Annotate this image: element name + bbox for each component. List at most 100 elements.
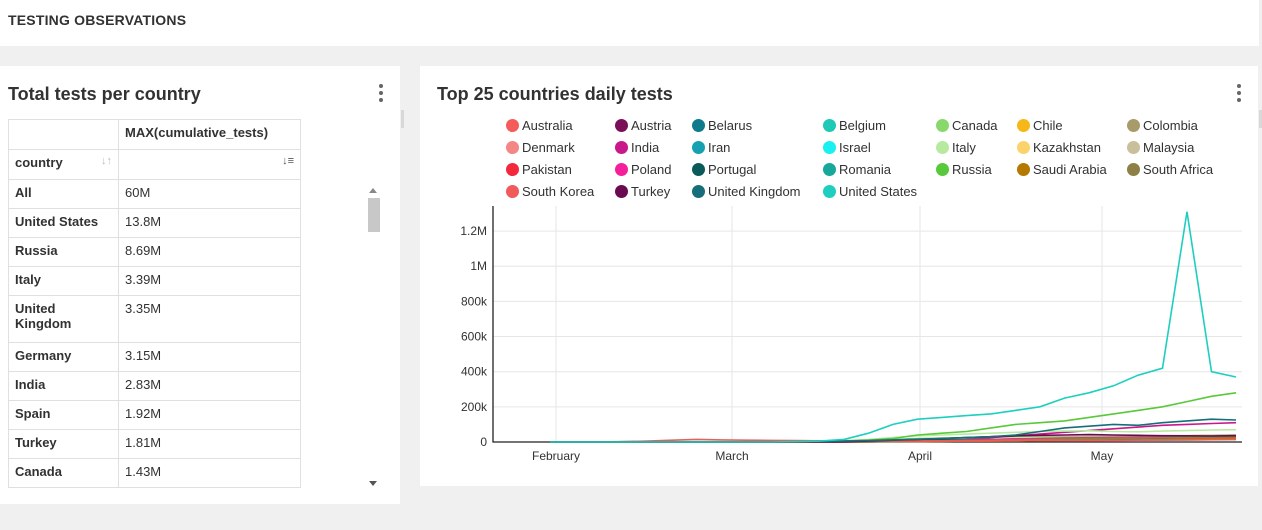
legend-swatch — [506, 163, 519, 176]
legend-item[interactable]: United States — [823, 184, 917, 204]
legend-item[interactable]: South Korea — [506, 184, 594, 204]
legend-label: Italy — [952, 140, 976, 155]
panel-title-total-tests: Total tests per country — [8, 84, 201, 104]
legend-swatch — [506, 119, 519, 132]
legend-item[interactable]: Turkey — [615, 184, 670, 204]
legend-item[interactable]: Kazakhstan — [1017, 140, 1101, 160]
legend-label: Israel — [839, 140, 871, 155]
legend-swatch — [506, 141, 519, 154]
legend-label: United Kingdom — [708, 184, 801, 199]
resize-handle[interactable] — [401, 110, 404, 128]
empty-header-cell — [8, 119, 119, 150]
total-tests-panel: Total tests per country MAX(cumulative_t… — [0, 66, 400, 504]
dashboard-title: TESTING OBSERVATIONS — [8, 12, 187, 28]
legend-label: South Korea — [522, 184, 595, 199]
legend-item[interactable]: Russia — [936, 162, 992, 182]
table-scrollbar[interactable] — [367, 184, 381, 494]
legend-swatch — [1017, 163, 1030, 176]
legend-label: Pakistan — [522, 162, 572, 177]
legend-label: South Africa — [1143, 162, 1214, 177]
country-header[interactable]: country ↓↑ — [8, 149, 119, 180]
legend-label: Russia — [952, 162, 992, 177]
table-row: Germany 3.15M — [8, 342, 301, 372]
value-cell: 60M — [118, 179, 301, 209]
legend-item[interactable]: Colombia — [1127, 118, 1198, 138]
country-cell: Spain — [8, 400, 119, 430]
legend-item[interactable]: Belarus — [692, 118, 752, 138]
legend-item[interactable]: United Kingdom — [692, 184, 801, 204]
table-row: United Kingdom 3.35M — [8, 295, 301, 343]
legend-swatch — [1127, 119, 1140, 132]
legend-label: Malaysia — [1143, 140, 1195, 155]
scroll-thumb[interactable] — [368, 198, 380, 232]
legend-item[interactable]: Italy — [936, 140, 976, 160]
legend-item[interactable]: Chile — [1017, 118, 1063, 138]
sort-desc-icon[interactable]: ↓≡ — [282, 155, 294, 167]
resize-handle[interactable] — [1259, 110, 1262, 128]
legend-item[interactable]: Belgium — [823, 118, 886, 138]
legend-item[interactable]: Malaysia — [1127, 140, 1194, 160]
legend-label: Poland — [631, 162, 672, 177]
table-row: United States 13.8M — [8, 208, 301, 238]
legend-item[interactable]: Denmark — [506, 140, 575, 160]
legend-label: India — [631, 140, 660, 155]
country-cell: Germany — [8, 342, 119, 372]
country-cell: United States — [8, 208, 119, 238]
legend-swatch — [823, 185, 836, 198]
kebab-menu-icon[interactable] — [1235, 84, 1243, 104]
table-body: All 60M United States 13.8M Russia 8.69M Italy… — [8, 179, 301, 488]
legend-swatch — [692, 119, 705, 132]
chart-axes — [492, 206, 1242, 443]
legend-swatch — [823, 163, 836, 176]
scroll-down-icon[interactable] — [369, 481, 377, 486]
legend-swatch — [1127, 163, 1140, 176]
table-row: Russia 8.69M — [8, 237, 301, 267]
sort-icon[interactable]: ↓↑ — [101, 155, 112, 167]
legend-label: Austria — [631, 118, 672, 133]
kebab-menu-icon[interactable] — [377, 84, 385, 104]
legend-item[interactable]: Saudi Arabia — [1017, 162, 1107, 182]
country-cell: Russia — [8, 237, 119, 267]
series-line[interactable] — [550, 211, 1237, 443]
table-row: India 2.83M — [8, 371, 301, 401]
legend-item[interactable]: Austria — [615, 118, 671, 138]
legend-item[interactable]: Portugal — [692, 162, 756, 182]
y-tick-label: 200k — [461, 400, 488, 414]
legend-item[interactable]: Israel — [823, 140, 871, 160]
y-tick-label: 600k — [461, 330, 488, 344]
legend-item[interactable]: Iran — [692, 140, 730, 160]
x-tick-label: March — [715, 449, 748, 463]
value-cell: 8.69M — [118, 237, 301, 267]
legend-swatch — [615, 185, 628, 198]
legend-swatch — [615, 141, 628, 154]
legend-label: Denmark — [522, 140, 575, 155]
y-tick-label: 1M — [470, 259, 487, 273]
legend-label: Belarus — [708, 118, 753, 133]
legend-swatch — [823, 119, 836, 132]
table-row: Spain 1.92M — [8, 400, 301, 430]
legend-item[interactable]: Pakistan — [506, 162, 572, 182]
value-cell: 3.39M — [118, 266, 301, 296]
legend-swatch — [506, 185, 519, 198]
value-cell: 1.92M — [118, 400, 301, 430]
legend-label: Iran — [708, 140, 731, 155]
legend-item[interactable]: India — [615, 140, 659, 160]
tests-table: MAX(cumulative_tests) country ↓↑ ↓≡ All 6… — [8, 119, 301, 488]
metric-header[interactable]: MAX(cumulative_tests) — [118, 119, 301, 150]
legend-item[interactable]: Canada — [936, 118, 998, 138]
table-row: Canada 1.43M — [8, 458, 301, 488]
legend-item[interactable]: Poland — [615, 162, 671, 182]
dashboard-header: TESTING OBSERVATIONS — [0, 0, 1259, 46]
daily-tests-panel: Top 25 countries daily tests Australia Au… — [420, 66, 1258, 486]
legend-item[interactable]: Romania — [823, 162, 891, 182]
country-cell: India — [8, 371, 119, 401]
legend-label: Australia — [522, 118, 573, 133]
metric-sort-cell[interactable]: ↓≡ — [118, 149, 301, 180]
scroll-up-icon[interactable] — [369, 188, 377, 193]
country-cell: Canada — [8, 458, 119, 488]
table-row: All 60M — [8, 179, 301, 209]
legend-item[interactable]: Australia — [506, 118, 573, 138]
legend-item[interactable]: South Africa — [1127, 162, 1213, 182]
x-tick-label: February — [532, 449, 580, 463]
legend-label: Belgium — [839, 118, 886, 133]
